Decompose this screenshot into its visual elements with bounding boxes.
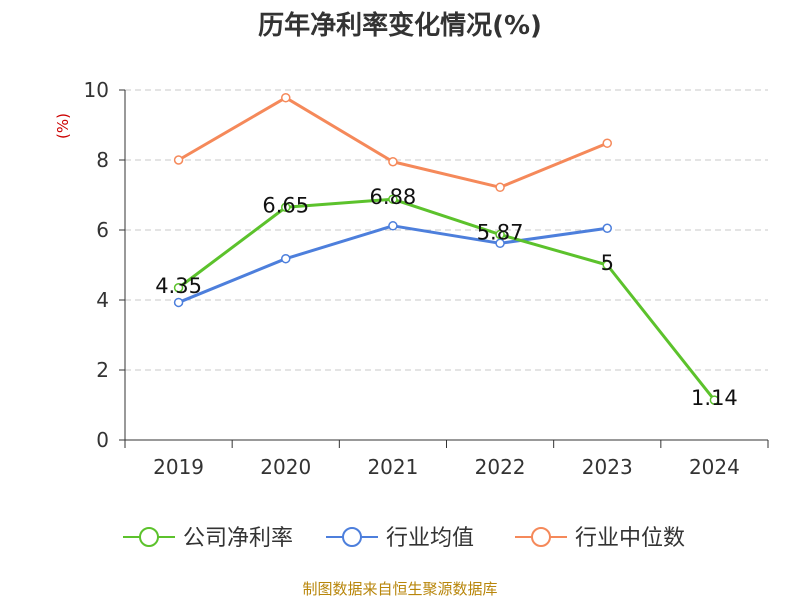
legend-item-0: 公司净利率: [123, 526, 293, 551]
x-tick-label-2023: 2023: [582, 455, 633, 479]
data-label-2020: 6.65: [262, 193, 309, 217]
series-0-point-2020: [281, 202, 291, 212]
y-tick-label-0: 0: [96, 428, 109, 452]
y-axis-label: (%): [54, 113, 72, 139]
series-0-point-2023: [602, 260, 612, 270]
legend-marker-1: [342, 527, 362, 547]
series-0-point-2021: [388, 194, 398, 204]
gridlines: [125, 89, 768, 371]
legend-label-2: 行业中位数: [575, 526, 685, 551]
legend-marker-2: [531, 527, 551, 547]
y-tick-label-2: 4: [96, 288, 109, 312]
data-label-2023: 5: [601, 251, 614, 275]
series-2-point-2023: [602, 138, 612, 148]
y-tick-label-5: 10: [84, 78, 109, 102]
series-1: [173, 221, 612, 308]
legend-item-1: 行业均值: [326, 526, 474, 551]
series-0-point-2022: [495, 229, 505, 240]
series-1-point-2023: [602, 223, 612, 233]
x-tick-label-2019: 2019: [153, 455, 204, 479]
source-note: 制图数据来自恒生聚源数据库: [302, 580, 497, 598]
y-tick-label-1: 2: [96, 358, 109, 382]
legend-label-0: 公司净利率: [183, 526, 293, 551]
y-tick-label-3: 6: [96, 218, 109, 242]
series-0-point-2024: [709, 395, 720, 405]
series-line-1: [178, 224, 608, 304]
series-2-point-2019: [173, 155, 184, 165]
data-label-2024: 1.14: [691, 386, 738, 410]
data-label-2021: 6.88: [370, 185, 417, 209]
data-label-2019: 4.35: [155, 274, 202, 298]
y-tick-label-4: 8: [96, 148, 109, 172]
series-2: [173, 92, 612, 193]
legend-label-1: 行业均值: [386, 526, 474, 551]
series-line-0: [177, 197, 716, 402]
series-0: [173, 194, 720, 405]
series-2-point-2022: [495, 182, 505, 193]
series-1-point-2021: [388, 221, 398, 231]
legend: 公司净利率 行业均值 行业中位数: [123, 526, 685, 551]
x-tick-label-2022: 2022: [475, 455, 526, 479]
axes: 0 2 4 6 8 10 2019 2020 2021 2022 2023 2024: [84, 78, 769, 479]
x-tick-label-2020: 2020: [260, 455, 311, 479]
series-line-2: [177, 96, 608, 189]
legend-marker-0: [139, 527, 159, 547]
legend-item-2: 行业中位数: [515, 526, 685, 551]
data-label-2022: 5.87: [477, 221, 524, 245]
series-1-point-2020: [281, 253, 291, 264]
series-0-point-2019: [173, 283, 184, 293]
series-2-point-2020: [281, 92, 291, 103]
series-1-point-2019: [173, 297, 184, 308]
x-tick-label-2024: 2024: [689, 455, 740, 479]
data-labels: 4.35 6.65 6.88 5.87 5 1.14: [155, 185, 738, 410]
series-2-point-2021: [388, 157, 398, 167]
series-layer: [173, 92, 720, 405]
x-tick-label-2021: 2021: [367, 455, 418, 479]
chart-title: 历年净利率变化情况(%): [258, 10, 542, 41]
